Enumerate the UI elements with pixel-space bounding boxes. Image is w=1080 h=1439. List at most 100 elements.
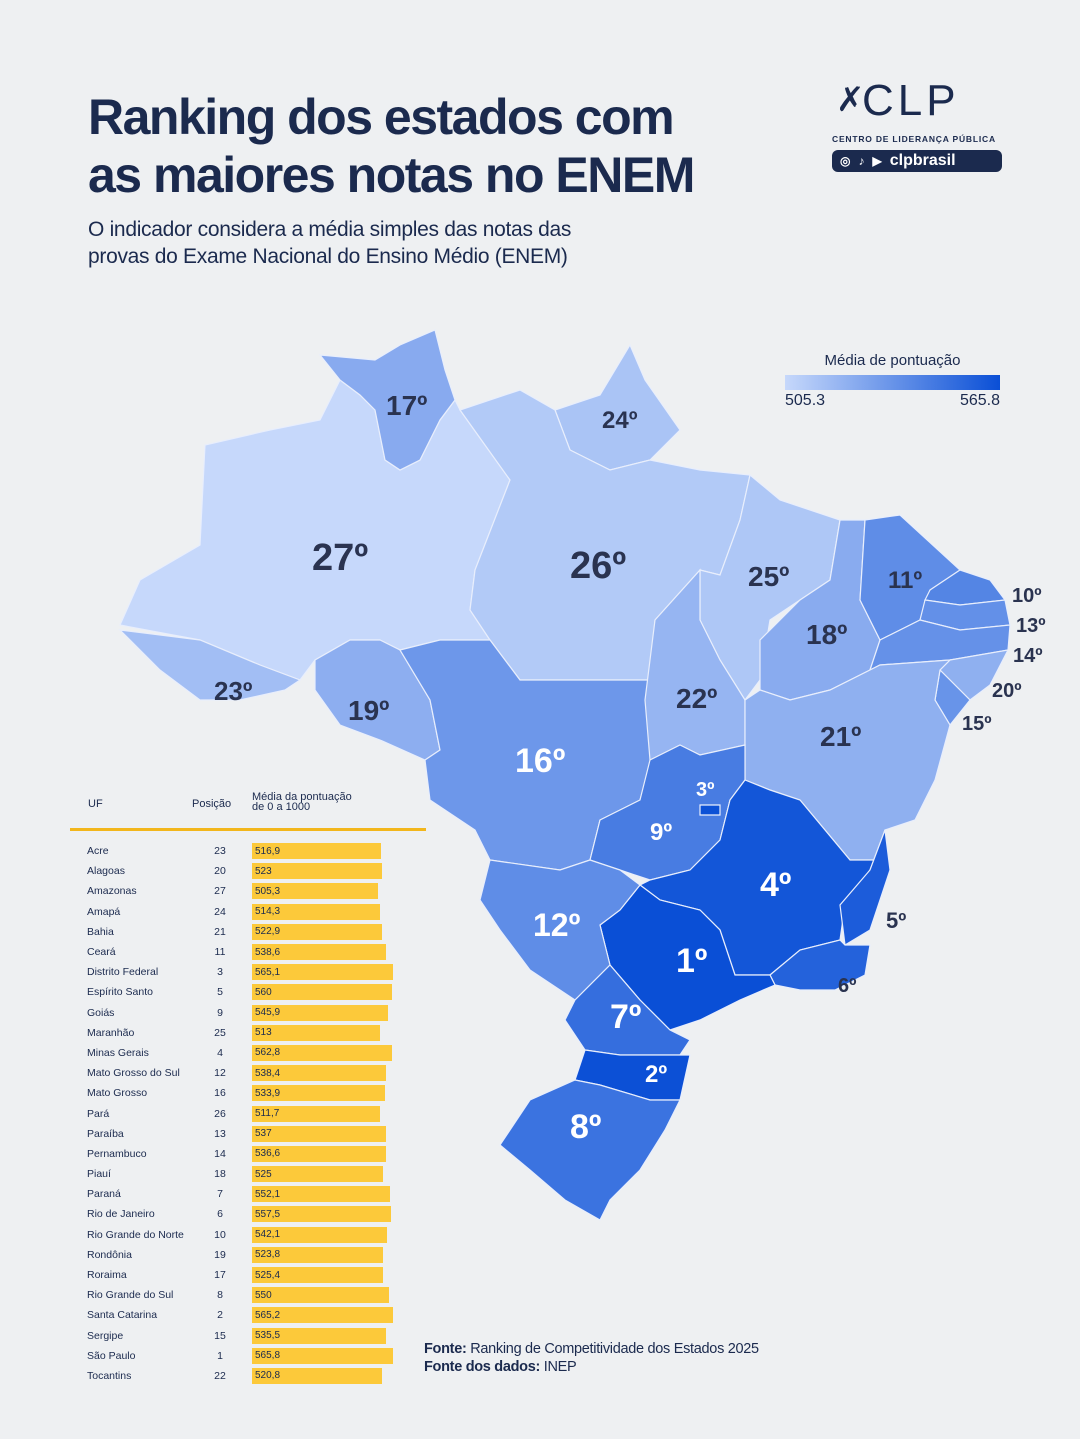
table-row: Mato Grosso 16 533,9 [70,1083,426,1103]
rank-label-pi: 18º [806,619,847,650]
state-position: 19 [214,1248,226,1261]
state-name: Pará [87,1107,110,1120]
score-bar: 560 [252,984,392,1001]
score-bar: 565,2 [252,1307,393,1324]
state-position: 5 [217,986,223,999]
table-row: São Paulo 1 565,8 [70,1346,426,1366]
source-label: Fonte: [424,1341,467,1357]
score-bar: 538,4 [252,1065,387,1082]
clp-logo: ✗ CLP CENTRO DE LIDERANÇA PÚBLICA ◎ ♪ ▶ … [832,78,1002,172]
state-rr[interactable] [318,329,456,471]
state-am[interactable] [119,379,511,681]
table-row: Tocantins 22 520,8 [70,1366,426,1386]
state-position: 20 [214,865,226,878]
rank-label-ma: 25º [748,561,789,592]
table-row: Ceará 11 538,6 [70,942,426,962]
state-position: 18 [214,1168,226,1181]
state-ac[interactable] [118,629,302,701]
state-position: 6 [217,1208,223,1221]
table-row: Rio Grande do Norte 10 542,1 [70,1225,426,1245]
score-bar: 565,1 [252,964,393,981]
state-position: 13 [214,1127,226,1140]
title-line-1: Ranking dos estados com [88,89,675,145]
score-bar: 516,9 [252,843,381,860]
table-row: Rondônia 19 523,8 [70,1245,426,1265]
table-row: Rio Grande do Sul 8 550 [70,1285,426,1305]
score-bar: 523,8 [252,1246,383,1263]
table-row: Piauí 18 525 [70,1164,426,1184]
score-bar: 523 [252,863,383,880]
ranking-table: UF Posição Média da pontuação de 0 a 100… [70,790,426,1386]
state-name: Alagoas [87,865,125,878]
subtitle-line-2: provas do Exame Nacional do Ensino Médio… [88,245,568,268]
table-row: Roraima 17 525,4 [70,1265,426,1285]
state-name: Acre [87,845,109,858]
score-bar: 533,9 [252,1085,386,1102]
rank-label-se: 15º [962,713,992,735]
instagram-icon: ◎ [840,154,851,168]
score-bar: 511,7 [252,1105,380,1122]
table-row: Amazonas 27 505,3 [70,881,426,901]
runner-figure-icon: ✗ [836,81,865,119]
legend-title: Média de pontuação [824,352,961,369]
score-bar: 522,9 [252,923,383,940]
state-name: Paraná [87,1188,121,1201]
state-position: 27 [214,885,226,898]
subtitle: O indicador considera a média simples da… [88,216,648,270]
score-bar: 550 [252,1287,390,1304]
state-position: 8 [217,1289,223,1302]
state-name: Bahia [87,925,114,938]
score-bar: 538,6 [252,944,387,961]
state-name: Rio Grande do Sul [87,1289,174,1302]
state-position: 3 [217,966,223,979]
rank-label-es: 5º [886,908,906,933]
state-rj[interactable] [769,939,871,991]
rank-label-to: 22º [676,683,717,714]
rank-label-ro: 19º [348,695,389,726]
score-bar: 535,5 [252,1327,386,1344]
rank-label-ap: 24º [602,407,638,434]
table-row: Bahia 21 522,9 [70,922,426,942]
table-header: UF Posição Média da pontuação de 0 a 100… [70,790,426,831]
score-bar: 505,3 [252,883,378,900]
social-handle-badge[interactable]: ◎ ♪ ▶ clpbrasil [832,150,1002,172]
rank-label-rr: 17º [386,390,427,421]
score-bar: 536,6 [252,1145,386,1162]
table-row: Espírito Santo 5 560 [70,982,426,1002]
state-name: Mato Grosso do Sul [87,1067,180,1080]
state-position: 21 [214,925,226,938]
table-row: Distrito Federal 3 565,1 [70,962,426,982]
state-rs[interactable] [499,1079,681,1221]
state-name: Paraíba [87,1127,124,1140]
state-position: 4 [217,1046,223,1059]
state-df[interactable] [699,804,721,816]
header-average-line-1: Média da pontuação [252,791,352,803]
tiktok-icon: ♪ [858,154,865,168]
source-note: Fonte: Ranking de Competitividade dos Es… [424,1340,759,1376]
rank-label-rj: 6º [838,975,856,997]
score-bar: 557,5 [252,1206,392,1223]
state-position: 1 [217,1349,223,1362]
rank-label-mt: 16º [515,742,565,780]
data-source-label: Fonte dos dados: [424,1359,541,1375]
title-line-2: as maiores notas no ENEM [88,147,695,203]
state-name: Amazonas [87,885,137,898]
header-position: Posição [192,798,232,810]
rank-label-rs: 8º [570,1108,601,1146]
state-pr[interactable] [564,964,691,1056]
state-name: Amapá [87,905,121,918]
rank-label-am: 27º [312,537,368,579]
logo-name: CENTRO DE LIDERANÇA PÚBLICA [832,134,996,144]
table-row: Alagoas 20 523 [70,861,426,881]
rank-label-ba: 21º [820,721,861,752]
state-position: 10 [214,1228,226,1241]
table-row: Santa Catarina 2 565,2 [70,1305,426,1325]
score-bar: 562,8 [252,1044,393,1061]
state-position: 7 [217,1188,223,1201]
state-ms[interactable] [479,859,641,1001]
score-bar: 552,1 [252,1186,390,1203]
table-body: Acre 23 516,9 Alagoas 20 523 Amazonas 27 5… [70,831,426,1386]
rank-label-ms: 12º [533,907,581,943]
data-source-text: INEP [540,1359,577,1375]
